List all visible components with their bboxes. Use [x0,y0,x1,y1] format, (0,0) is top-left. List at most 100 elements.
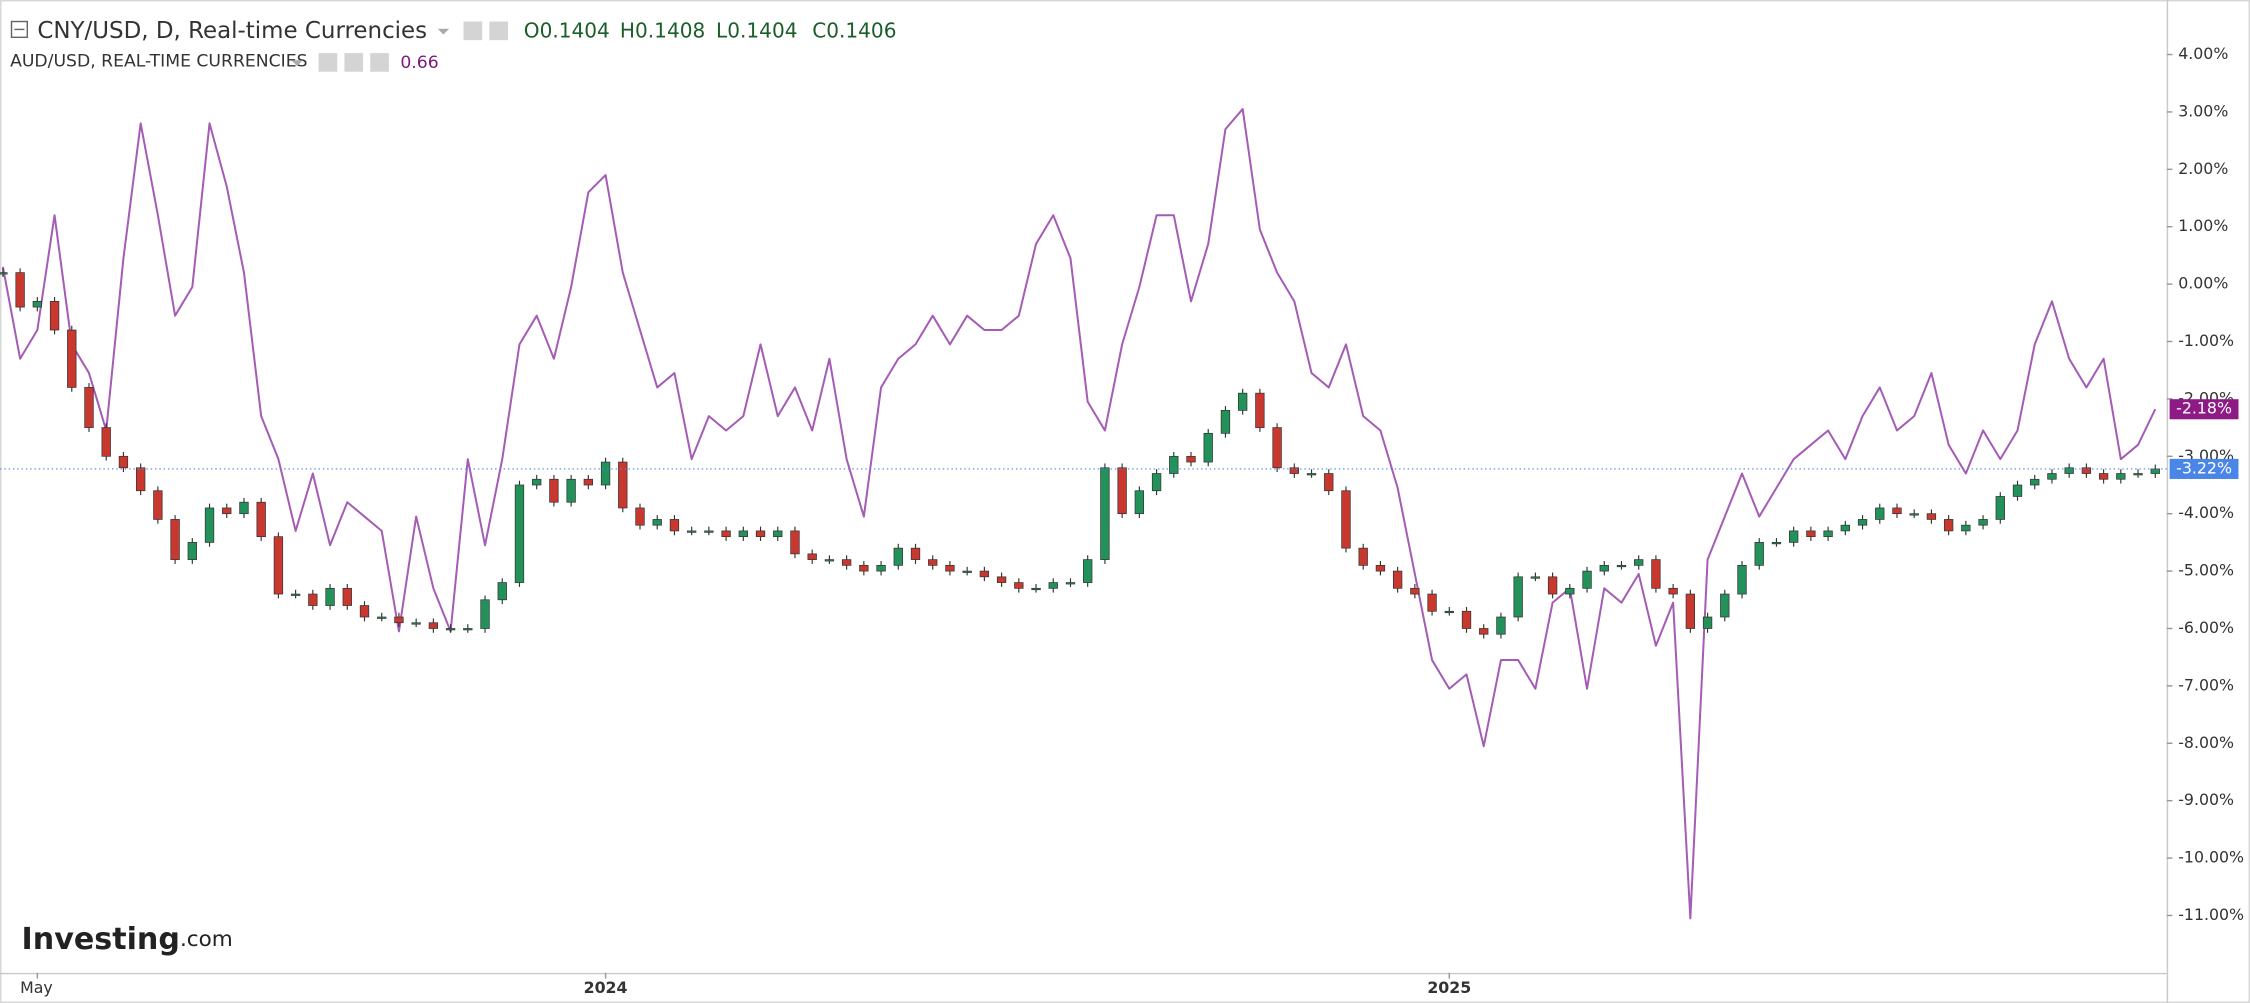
ohlc-value: 0.1408 [635,18,705,42]
candle [979,570,990,578]
candle [1410,587,1420,595]
candle [1289,467,1299,474]
candle [342,587,352,606]
y-tick-label: -6.00% [2178,618,2234,637]
candle [1771,542,1782,545]
candle [755,530,766,538]
candle [824,559,835,562]
candle [1513,576,1523,618]
candle [669,519,680,532]
candle [480,599,490,629]
visibility-icon[interactable] [463,21,483,41]
candle [1840,524,1850,532]
last-value-label: -2.18% [2176,399,2232,418]
candle [686,530,697,533]
candle [1341,490,1351,549]
settings-icon[interactable] [344,53,364,72]
candle [1014,582,1024,589]
candle [1806,530,1816,538]
candle [532,478,542,486]
x-tick-label: 2025 [1427,978,1471,997]
candle [1943,519,1954,532]
ohlc-value: 0.1404 [727,18,797,42]
candle [910,547,921,560]
candle [1203,432,1213,463]
last-value-label: -3.22% [2176,458,2232,477]
candle [2064,467,2074,474]
dropdown-icon[interactable] [291,60,303,67]
candle [1961,524,1971,532]
candle [135,467,146,492]
candle [239,501,249,515]
candle [618,461,628,509]
visibility-icon[interactable] [318,53,338,72]
candle [445,628,456,631]
candle [2030,478,2040,486]
remove-icon[interactable] [370,53,389,72]
ohlc-label: H [620,18,635,42]
y-tick-label: -10.00% [2178,848,2244,867]
ohlc-value: 0.1406 [826,18,896,42]
candle [1789,530,1799,543]
candle [2116,473,2126,480]
candle [0,272,8,275]
candle [876,564,886,572]
ohlc-value: 0.1404 [540,18,610,42]
candle [187,542,197,560]
candle [1737,564,1747,595]
candle [1892,507,1902,515]
candle [411,622,421,625]
candle [1117,467,1127,515]
dropdown-icon[interactable] [437,28,450,35]
y-tick-label: 1.00% [2178,216,2228,235]
candle [1186,455,1196,463]
main-series-name: CNY/USD, D, Real-time Currencies [37,18,427,44]
candle [704,530,714,533]
candle [1651,559,1661,589]
candle [222,507,232,515]
candle [308,593,318,606]
collapse-icon[interactable] [10,20,29,39]
candle [67,329,77,388]
ohlc-label: L [716,18,728,42]
candle [463,628,473,631]
candle [549,478,559,503]
candle [497,582,507,601]
candle [1978,519,1988,526]
settings-icon[interactable] [489,21,508,41]
candle [566,478,576,503]
ohlc-label: C [812,18,826,42]
y-tick-label: 0.00% [2178,274,2228,293]
candle [1909,513,1919,516]
candle [1065,582,1076,585]
candle [635,507,645,526]
plot-area [0,108,2167,920]
candle [2133,473,2143,476]
candle [1048,582,1058,589]
candle [101,427,111,457]
logo: Investing.com [22,921,233,956]
candle [49,300,60,331]
ohlc-item: O0.1404 [524,18,610,42]
candle [1083,559,1093,583]
candle [1255,392,1265,428]
candle [600,461,611,486]
candle [1702,616,1713,629]
candle [1720,593,1730,618]
candle [1324,473,1334,492]
candle [377,616,387,619]
candle [118,455,129,469]
candle [1031,587,1041,591]
candle [841,559,852,566]
ohlc-item: H0.1408 [620,18,705,42]
candle [1444,610,1454,614]
y-tick-label: -8.00% [2178,733,2234,752]
x-tick-label: 2024 [584,978,628,997]
candle [721,530,731,538]
candle [2012,484,2023,497]
last-value-tag [2169,399,2239,420]
candle [996,576,1007,583]
candle [32,300,43,308]
candle [1134,490,1145,515]
